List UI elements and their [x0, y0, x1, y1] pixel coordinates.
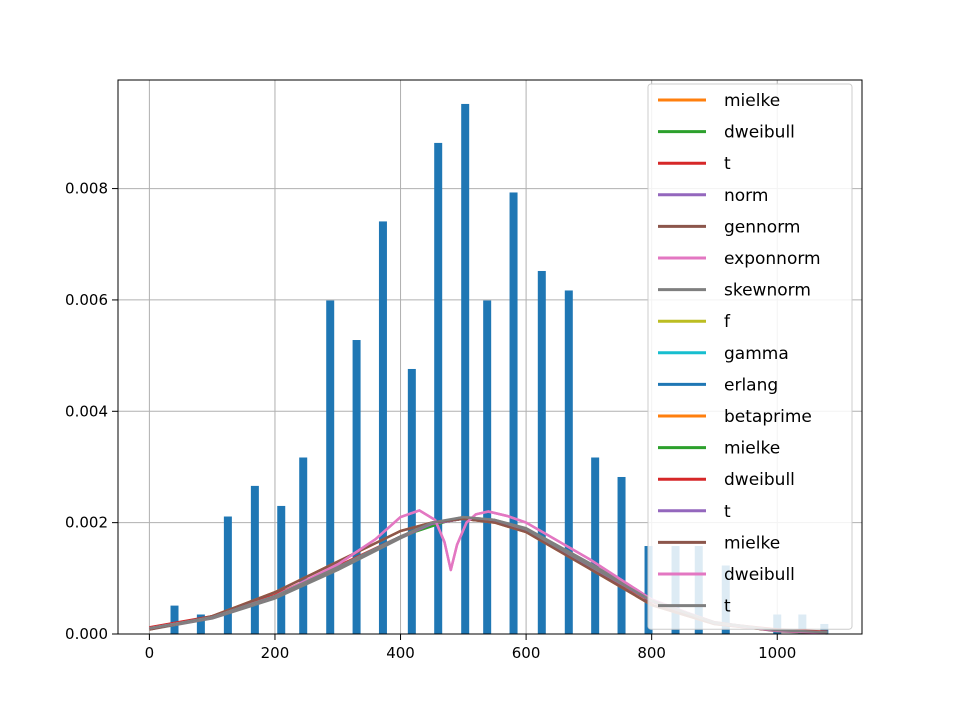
x-tick-label: 400: [386, 644, 415, 662]
legend-label: t: [724, 154, 731, 174]
histogram-bar: [537, 270, 546, 634]
legend-label: erlang: [724, 375, 778, 395]
plot-frame: [117, 79, 863, 635]
legend-label: f: [724, 312, 731, 332]
legend-label: mielke: [724, 533, 780, 553]
legend-label: gamma: [724, 344, 789, 364]
histogram-bar: [407, 368, 416, 634]
histogram-bar: [277, 505, 286, 634]
y-tick-label: 0.008: [65, 180, 108, 198]
histogram-bar: [509, 192, 518, 635]
y-tick-label: 0.004: [65, 402, 108, 420]
histogram-bar: [564, 290, 573, 634]
histogram-bar: [591, 457, 600, 634]
legend-label: mielke: [724, 439, 780, 459]
histogram-bar: [299, 457, 308, 634]
x-axis: 0 200 400 600 800 1000: [145, 634, 796, 662]
series-line: [149, 509, 828, 635]
legend-label: dweibull: [724, 123, 795, 143]
y-tick-label: 0.000: [65, 625, 108, 643]
legend: mielke dweibull t norm gennorm exponnorm skewn…: [647, 83, 853, 630]
legend-label: norm: [724, 186, 768, 206]
legend-label: betaprime: [724, 407, 812, 427]
x-tick-label: 600: [512, 644, 541, 662]
legend-label: exponnorm: [724, 249, 821, 269]
histogram-bar: [196, 614, 205, 634]
histogram-bar: [617, 476, 626, 634]
histogram-bar: [223, 516, 232, 634]
histogram-bar: [250, 485, 259, 634]
histogram-bar: [461, 103, 470, 634]
x-tick-label: 200: [261, 644, 290, 662]
y-tick-label: 0.002: [65, 514, 108, 532]
histogram-bar: [326, 300, 335, 634]
y-tick-label: 0.006: [65, 291, 108, 309]
histogram-bar: [170, 605, 179, 634]
legend-label: mielke: [724, 91, 780, 111]
histogram-bar: [352, 340, 361, 634]
y-axis: 0.000 0.002 0.004 0.006 0.008: [65, 180, 118, 643]
x-tick-label: 0: [145, 644, 155, 662]
x-tick-label: 800: [637, 644, 666, 662]
legend-label: dweibull: [724, 470, 795, 490]
histogram-bar: [378, 221, 387, 635]
legend-label: skewnorm: [724, 281, 811, 301]
x-tick-label: 1000: [758, 644, 796, 662]
legend-box: [647, 83, 853, 630]
legend-label: dweibull: [724, 565, 795, 585]
histogram-bar: [483, 300, 492, 634]
histogram-bar: [434, 142, 443, 635]
legend-label: gennorm: [724, 217, 800, 237]
legend-label: t: [724, 597, 731, 617]
legend-label: t: [724, 502, 731, 522]
